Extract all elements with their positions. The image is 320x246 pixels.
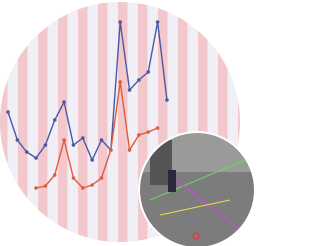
data-point: [156, 20, 160, 24]
data-point: [137, 78, 141, 82]
band: [38, 0, 48, 246]
data-point: [90, 158, 94, 162]
data-point: [25, 150, 29, 154]
data-point: [72, 176, 76, 180]
band: [98, 0, 108, 246]
data-point: [100, 138, 104, 142]
data-point: [109, 148, 113, 152]
data-point: [16, 138, 20, 142]
data-point: [165, 98, 169, 102]
data-point: [34, 156, 38, 160]
band: [78, 0, 88, 246]
data-point: [146, 70, 150, 74]
band: [58, 0, 68, 246]
data-point: [156, 126, 160, 130]
data-point: [53, 173, 57, 177]
data-point: [72, 143, 76, 147]
data-point: [128, 148, 132, 152]
data-point: [53, 118, 57, 122]
data-point: [118, 80, 122, 84]
band: [0, 0, 8, 246]
band: [18, 0, 28, 246]
data-point: [146, 130, 150, 134]
data-point: [34, 186, 38, 190]
data-point: [62, 100, 66, 104]
data-point: [44, 184, 48, 188]
data-point: [44, 143, 48, 147]
photo-person: [168, 170, 176, 192]
data-point: [118, 20, 122, 24]
data-point: [100, 176, 104, 180]
chart: [0, 0, 255, 246]
data-point: [137, 133, 141, 137]
data-point: [62, 138, 66, 142]
data-point: [81, 186, 85, 190]
data-point: [128, 88, 132, 92]
data-point: [6, 110, 10, 114]
data-point: [90, 183, 94, 187]
data-point: [81, 136, 85, 140]
